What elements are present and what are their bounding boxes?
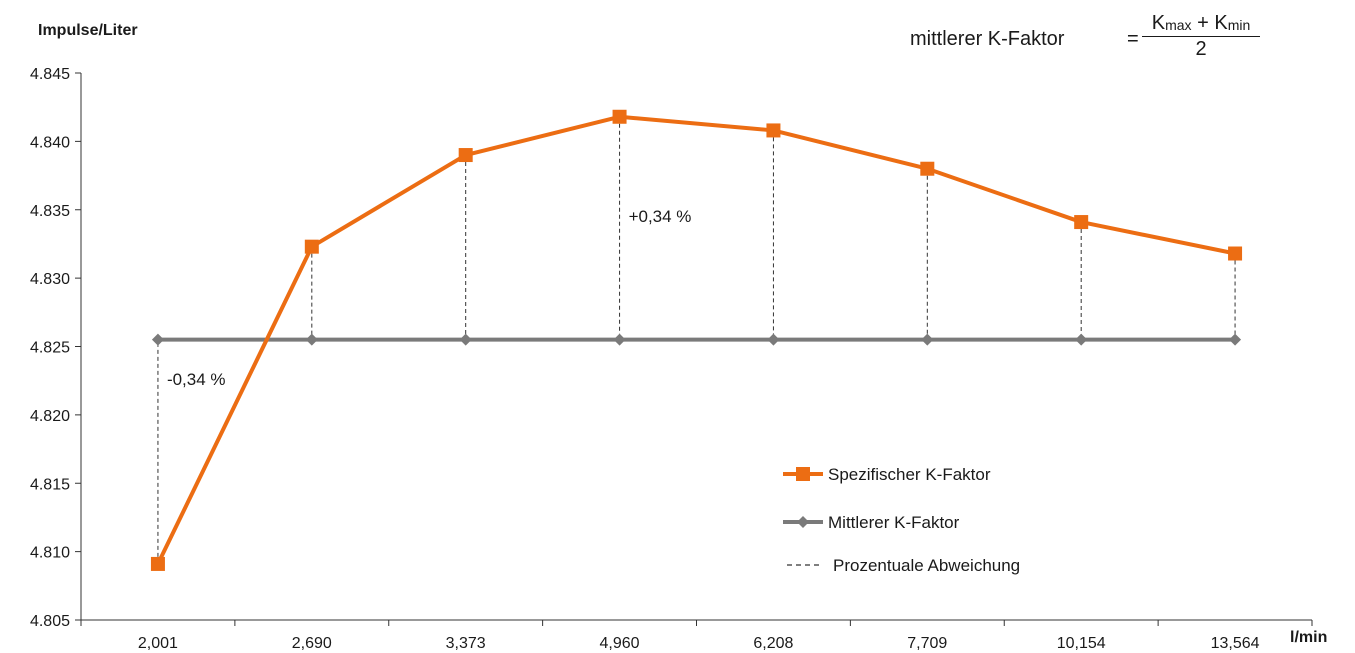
y-tick-label: 4.820 xyxy=(30,408,70,425)
deviation-annotation: -0,34 % xyxy=(167,370,226,389)
specific-k-factor-point xyxy=(766,123,781,138)
mean-k-factor-point xyxy=(613,333,626,346)
specific-k-factor-point xyxy=(304,239,319,254)
x-tick-label: 6,208 xyxy=(753,635,793,652)
specific-k-factor-point xyxy=(612,109,627,124)
formula-fraction: Kmax + Kmin 2 xyxy=(1142,12,1260,61)
specific-k-factor-point xyxy=(150,556,165,571)
specific-k-factor-point xyxy=(1228,246,1243,261)
y-tick-label: 4.840 xyxy=(30,134,70,151)
formula-sub-max: max xyxy=(1165,17,1192,33)
x-tick-label: 7,709 xyxy=(907,635,947,652)
mean-k-factor-point xyxy=(305,333,318,346)
legend-specific-swatch-marker xyxy=(796,467,810,481)
x-tick-label: 10,154 xyxy=(1057,635,1106,652)
mean-k-factor-point xyxy=(1075,333,1088,346)
x-tick-label: 13,564 xyxy=(1211,635,1260,652)
formula-k-min: K xyxy=(1214,12,1228,34)
legend-deviation-label: Prozentuale Abweichung xyxy=(833,556,1020,575)
x-axis-label: l/min xyxy=(1290,629,1328,646)
mean-k-factor-point xyxy=(767,333,780,346)
specific-k-factor-point xyxy=(458,148,473,163)
formula-numerator: Kmax + Kmin xyxy=(1142,12,1260,37)
legend: Spezifischer K-Faktor Mittlerer K-Faktor P… xyxy=(783,465,1020,575)
y-axis-label: Impulse/Liter xyxy=(38,22,138,39)
mean-k-factor-point xyxy=(921,333,934,346)
formula-plus: + xyxy=(1197,12,1209,34)
formula-sub-min: min xyxy=(1227,17,1251,33)
y-tick-label: 4.835 xyxy=(30,203,70,220)
y-tick-label: 4.810 xyxy=(30,545,70,562)
y-tick-label: 4.845 xyxy=(30,66,70,83)
formula-denominator: 2 xyxy=(1195,38,1207,60)
formula-lhs: mittlerer K-Faktor xyxy=(910,28,1065,50)
mean-k-factor-point xyxy=(151,333,164,346)
specific-k-factor-point xyxy=(920,161,935,176)
specific-k-factor-point xyxy=(1074,215,1089,230)
x-tick-label: 3,373 xyxy=(446,635,486,652)
mean-k-factor-point xyxy=(1229,333,1242,346)
formula-equals: = xyxy=(1127,28,1139,50)
y-tick-label: 4.830 xyxy=(30,271,70,288)
x-tick-label: 4,960 xyxy=(600,635,640,652)
legend-specific-label: Spezifischer K-Faktor xyxy=(828,465,991,484)
formula-k-max: K xyxy=(1151,12,1166,34)
y-tick-label: 4.825 xyxy=(30,340,70,357)
y-tick-label: 4.805 xyxy=(30,613,70,630)
specific-k-factor-line xyxy=(156,114,1236,565)
deviation-annotation: +0,34 % xyxy=(629,207,692,226)
x-tick-label: 2,001 xyxy=(138,635,178,652)
legend-mean-label: Mittlerer K-Faktor xyxy=(828,513,960,532)
x-tick-label: 2,690 xyxy=(292,635,332,652)
mean-k-factor-point xyxy=(459,333,472,346)
legend-mean-swatch-marker xyxy=(797,516,809,528)
y-tick-label: 4.815 xyxy=(30,476,70,493)
